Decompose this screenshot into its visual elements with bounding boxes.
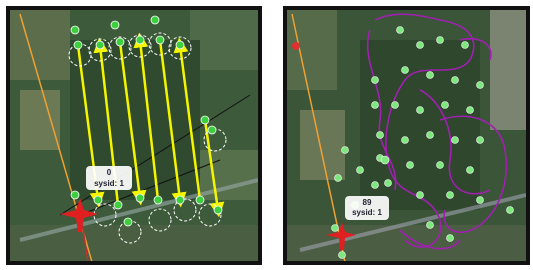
screenshot: 0 sysid: 1 [0,0,533,270]
vehicle-id: 0 [107,168,112,177]
home-marker [292,42,300,50]
right-map: 89 sysid: 1 [283,6,530,265]
sysid: sysid: 1 [94,179,124,188]
vehicle-id: 89 [363,198,372,207]
sysid: sysid: 1 [352,208,382,217]
left-map: 0 sysid: 1 [6,6,262,265]
